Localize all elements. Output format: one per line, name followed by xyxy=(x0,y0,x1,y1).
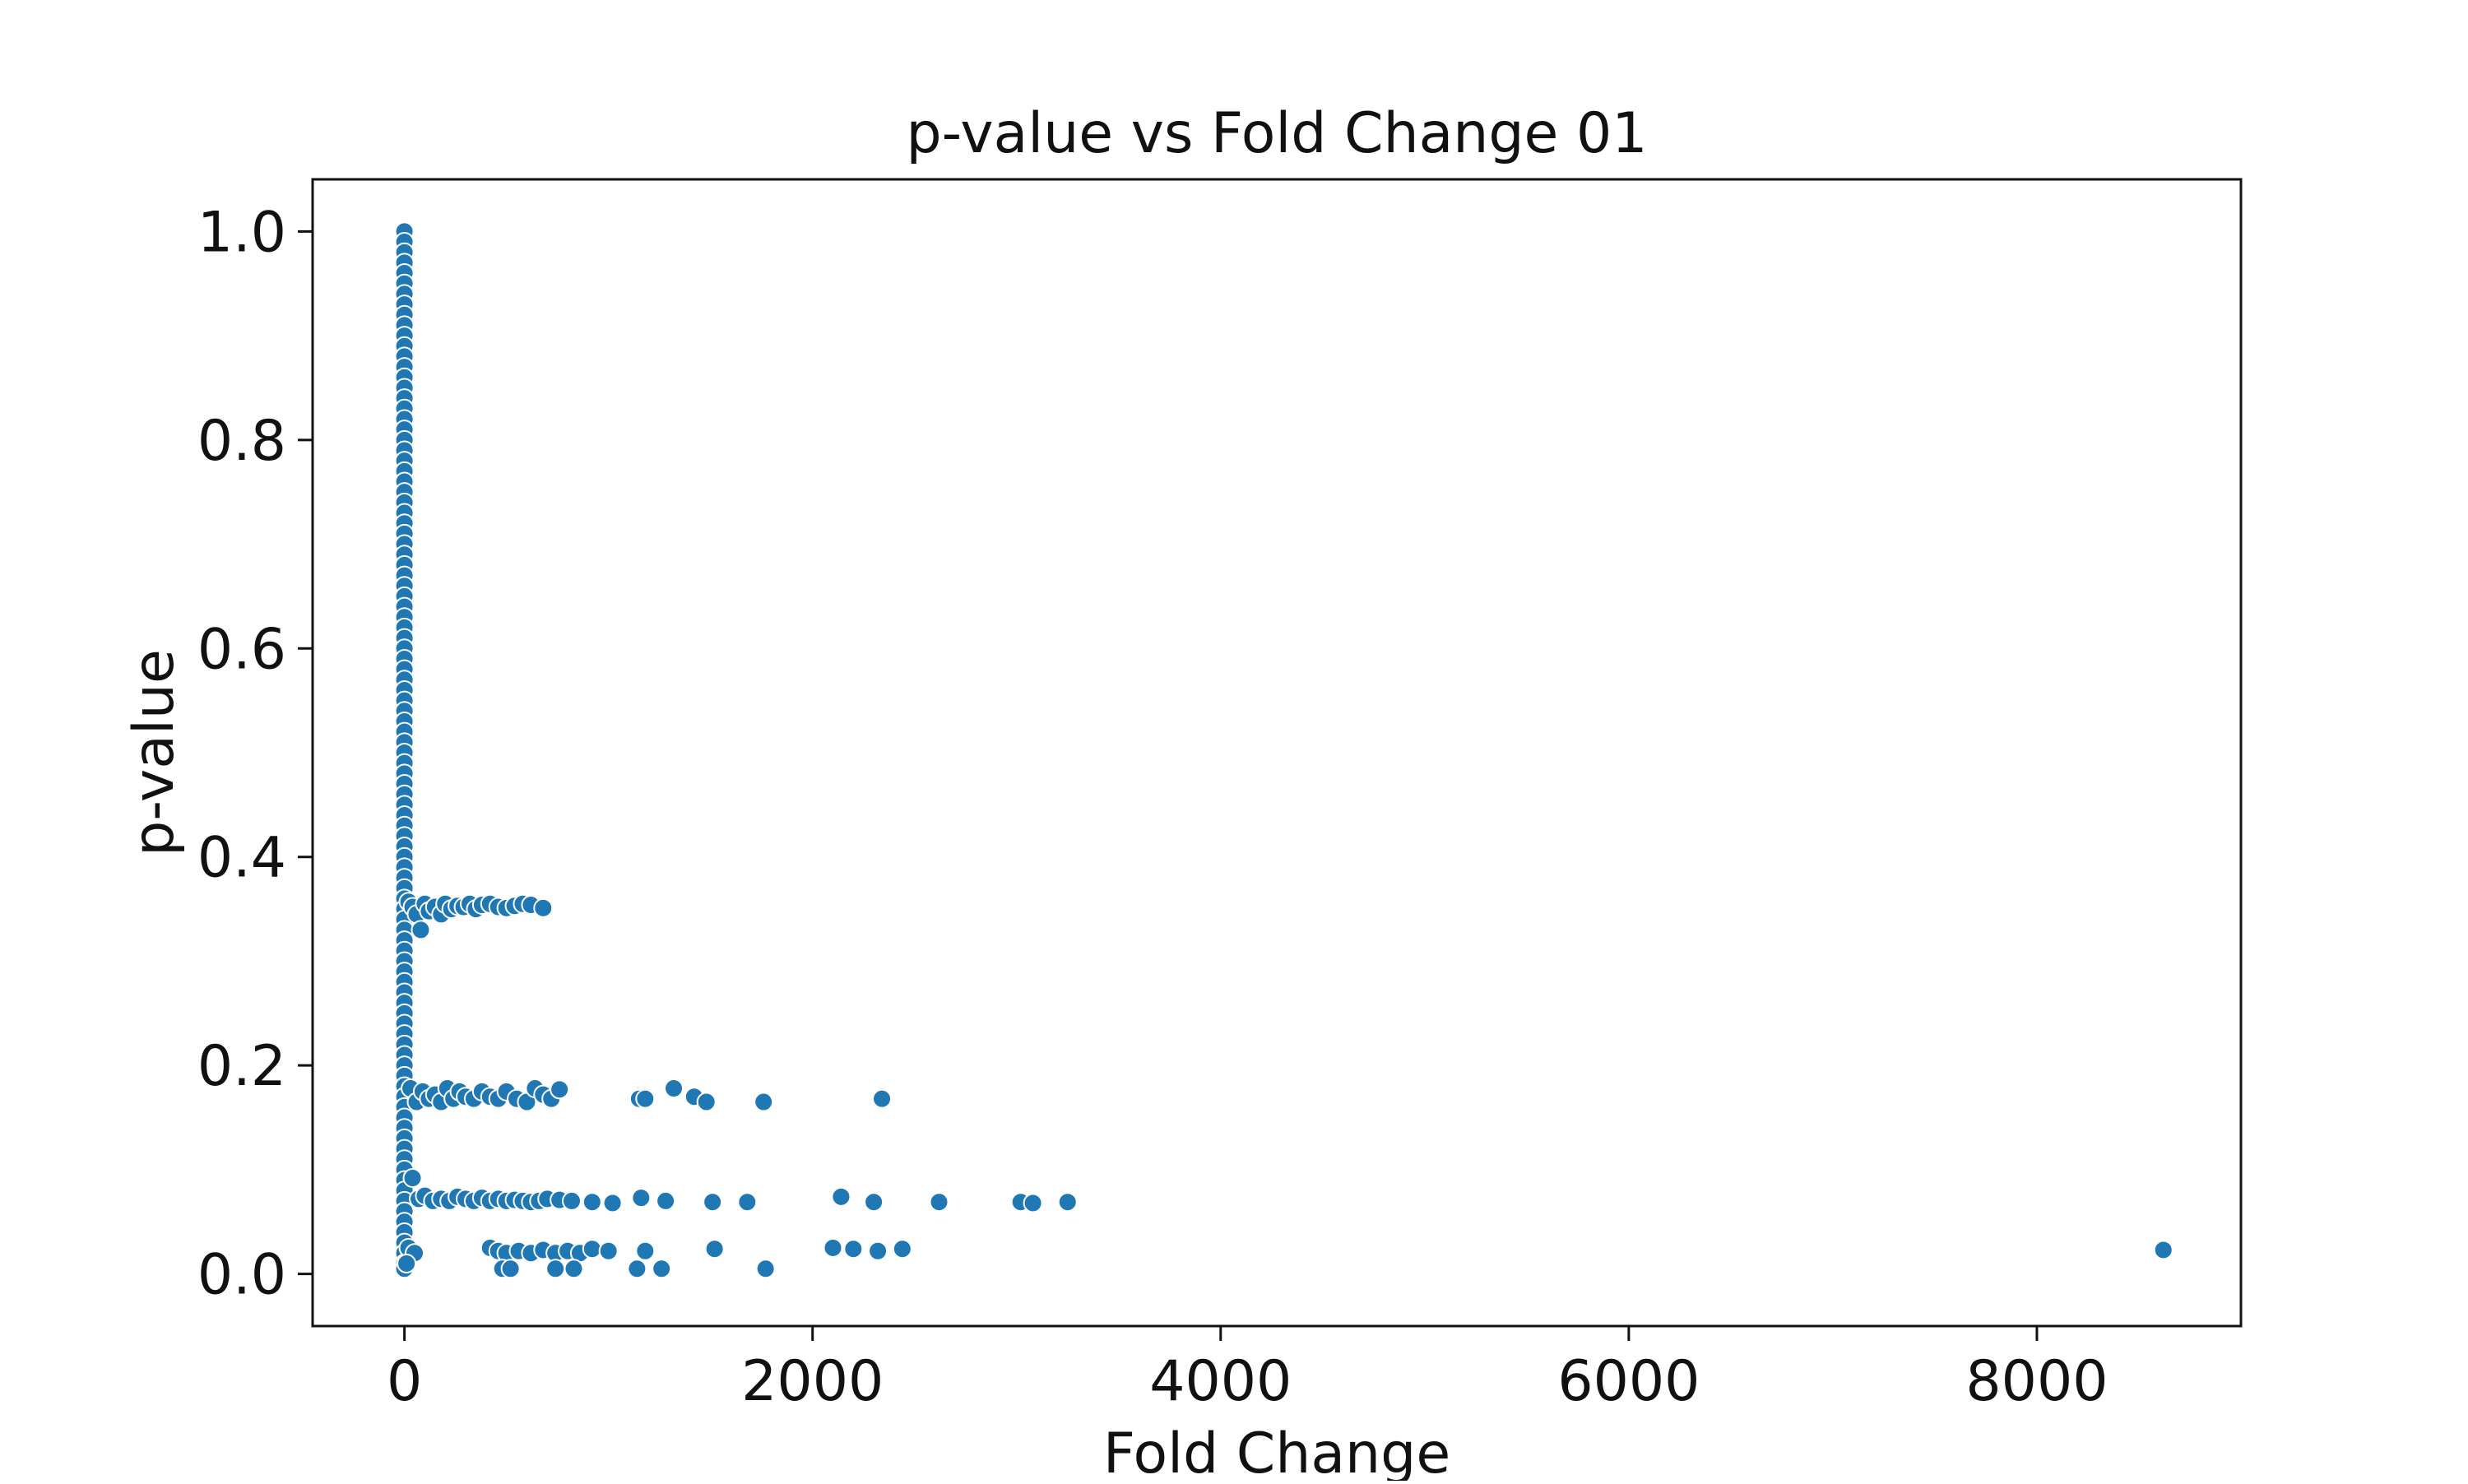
x-axis: 0 2000 4000 6000 8000 xyxy=(387,1326,2108,1414)
x-tick-label: 6000 xyxy=(1557,1349,1700,1414)
scatter-point xyxy=(397,1253,417,1273)
scatter-point xyxy=(402,1168,423,1189)
y-axis-label: p-value xyxy=(122,649,187,856)
scatter-point xyxy=(562,1190,582,1211)
data-points xyxy=(394,221,2173,1279)
scatter-point xyxy=(823,1237,843,1258)
scatter-point xyxy=(631,1188,652,1208)
scatter-point xyxy=(635,1088,656,1109)
scatter-point xyxy=(872,1088,893,1109)
scatter-point xyxy=(411,920,431,940)
scatter-point xyxy=(755,1259,776,1279)
y-tick-label: 0.4 xyxy=(197,826,286,891)
plot-area-frame xyxy=(311,178,2243,1328)
scatter-point xyxy=(602,1193,623,1213)
scatter-point xyxy=(627,1259,647,1279)
scatter-point xyxy=(1023,1193,1043,1213)
scatter-point xyxy=(703,1192,723,1213)
scatter-point xyxy=(864,1192,884,1213)
scatter-point xyxy=(754,1092,774,1112)
y-tick-label: 0.0 xyxy=(197,1243,286,1308)
scatter-point xyxy=(929,1192,949,1213)
y-tick-label: 0.2 xyxy=(197,1034,286,1099)
scatter-point xyxy=(564,1259,584,1279)
scatter-point xyxy=(831,1186,851,1207)
x-tick-label: 0 xyxy=(387,1349,422,1414)
y-tick-label: 0.6 xyxy=(197,617,286,682)
scatter-point xyxy=(598,1241,619,1261)
scatter-point xyxy=(545,1259,566,1279)
scatter-point xyxy=(652,1259,672,1279)
x-tick-label: 8000 xyxy=(1965,1349,2108,1414)
y-tick-label: 1.0 xyxy=(197,200,286,265)
scatter-point xyxy=(1057,1192,1078,1213)
scatter-point xyxy=(656,1190,676,1211)
scatter-point xyxy=(582,1192,602,1213)
x-axis-label: Fold Change xyxy=(1103,1421,1450,1481)
y-tick-label: 0.8 xyxy=(197,409,286,474)
scatter-point xyxy=(892,1239,912,1259)
scatter-point xyxy=(550,1079,570,1100)
scatter-point xyxy=(737,1192,758,1213)
scatter-point xyxy=(704,1239,725,1259)
x-tick-label: 4000 xyxy=(1149,1349,1292,1414)
scatter-point xyxy=(2153,1240,2173,1260)
scatter-point xyxy=(843,1239,864,1259)
scatter-point xyxy=(868,1241,888,1261)
scatter-point xyxy=(664,1078,684,1099)
scatter-point xyxy=(635,1241,656,1261)
scatter-point xyxy=(582,1239,602,1259)
scatter-point xyxy=(696,1092,717,1112)
scatter-point xyxy=(533,897,554,918)
scatter-point xyxy=(500,1259,521,1279)
x-tick-label: 2000 xyxy=(741,1349,884,1414)
chart-title: p-value vs Fold Change 01 xyxy=(907,101,1648,166)
y-axis: 0.0 0.2 0.4 0.6 0.8 1.0 xyxy=(197,200,313,1308)
